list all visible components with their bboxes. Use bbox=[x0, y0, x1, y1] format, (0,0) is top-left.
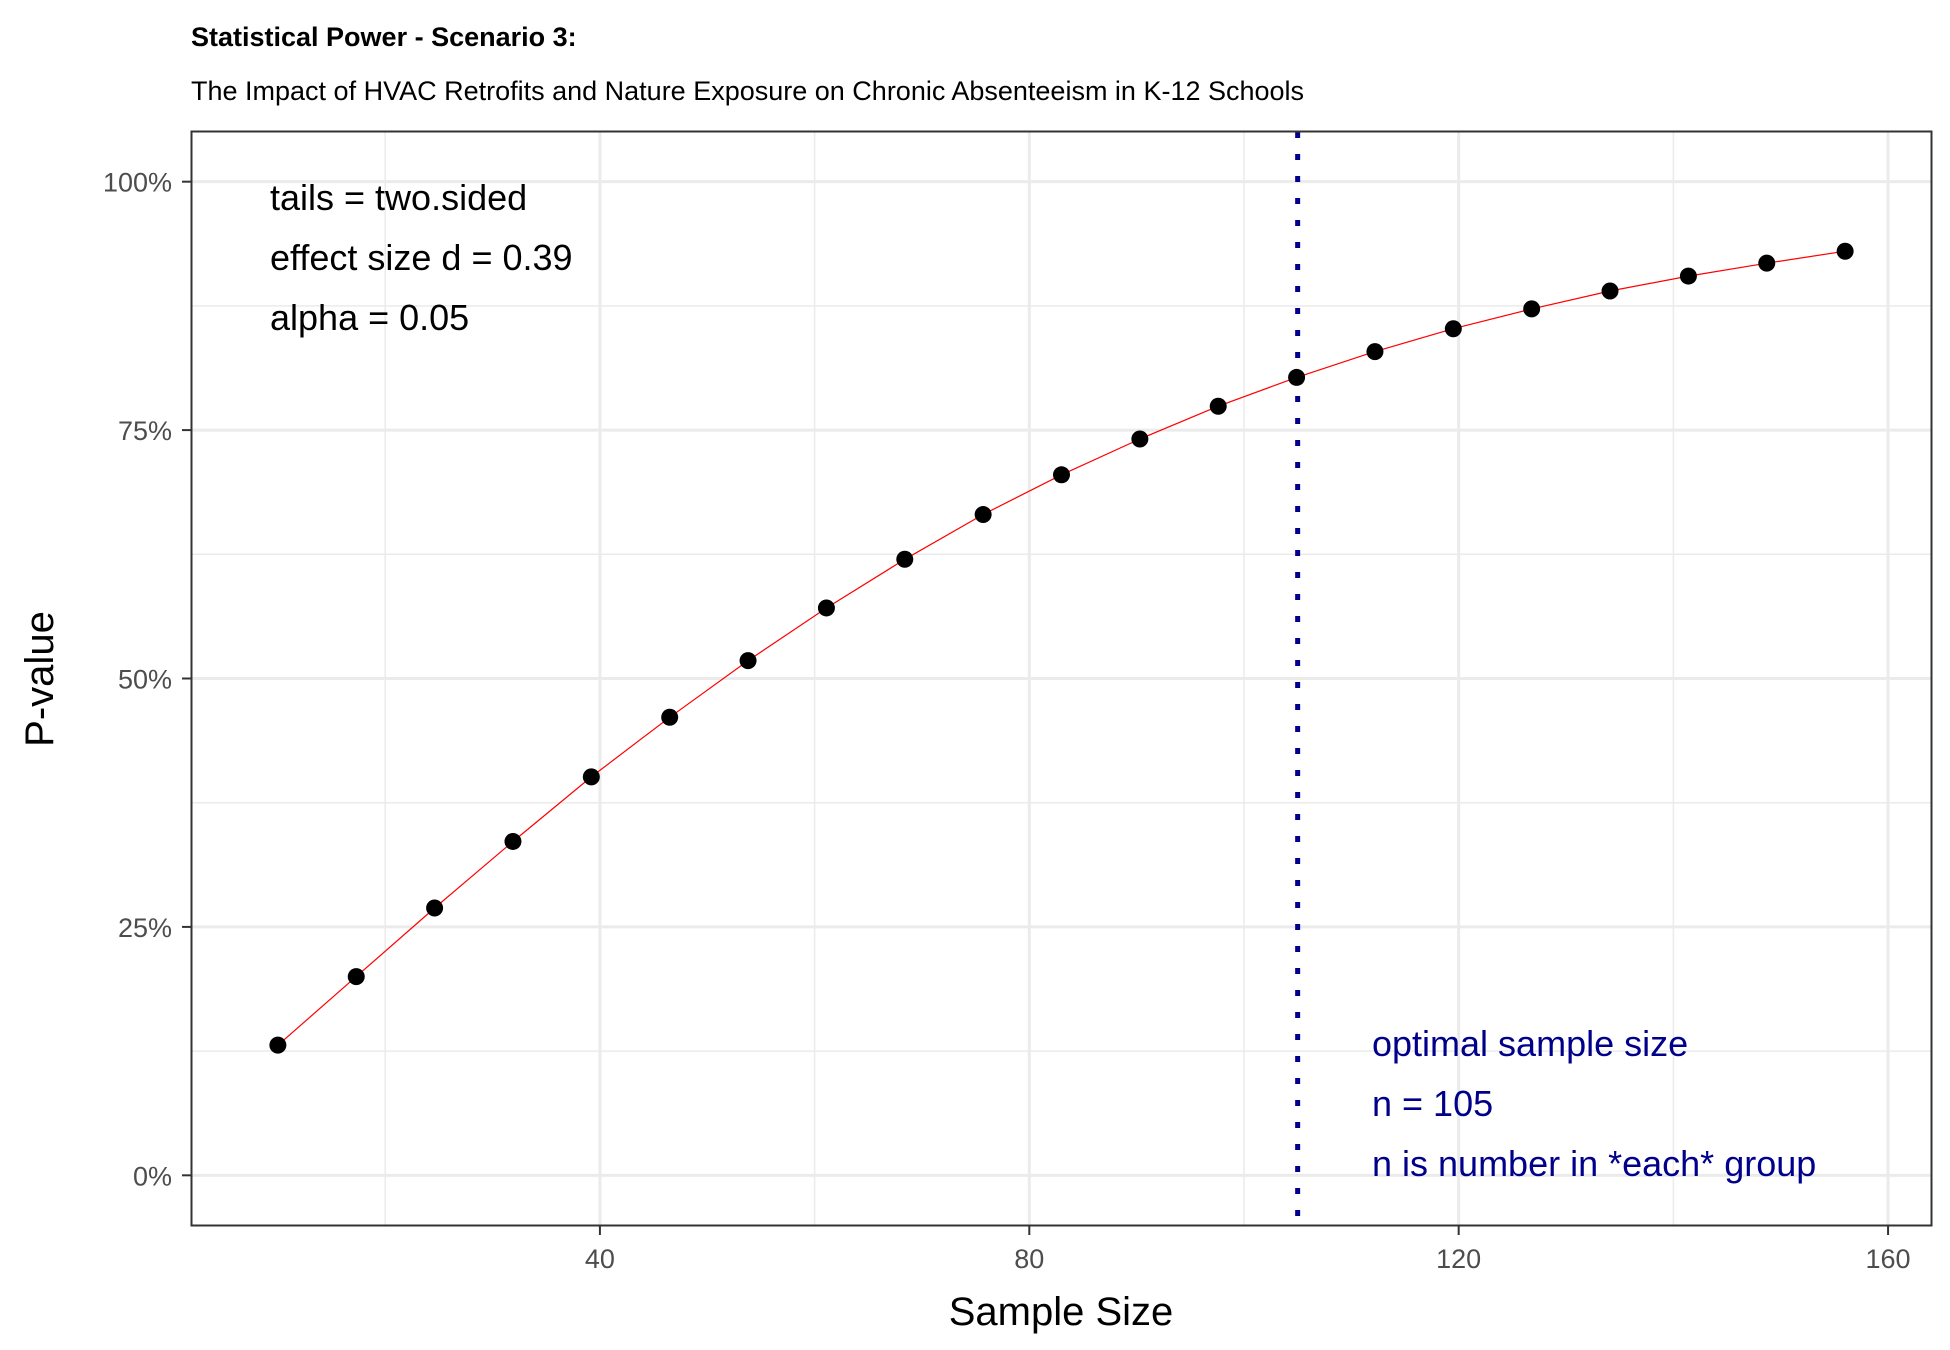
data-point bbox=[1758, 254, 1776, 272]
annotation-each-group: n is number in *each* group bbox=[1372, 1143, 1816, 1184]
data-point bbox=[269, 1036, 287, 1054]
annotation-n-value: n = 105 bbox=[1372, 1083, 1493, 1124]
data-point bbox=[1836, 242, 1854, 260]
y-axis-title: P-value bbox=[18, 611, 62, 747]
annotation-effect-size: effect size d = 0.39 bbox=[270, 237, 573, 278]
data-point bbox=[426, 899, 444, 917]
data-point bbox=[1288, 368, 1306, 386]
data-point bbox=[582, 768, 600, 786]
data-point bbox=[1053, 466, 1070, 484]
y-tick-label: 0% bbox=[133, 1161, 172, 1191]
data-point bbox=[347, 968, 365, 986]
data-point bbox=[817, 599, 835, 617]
data-point bbox=[1209, 397, 1227, 415]
y-axis-ticks: 0% 25% 50% 75% 100% bbox=[103, 168, 192, 1191]
y-tick-label: 100% bbox=[103, 168, 172, 198]
data-point bbox=[739, 652, 757, 670]
data-point bbox=[974, 506, 992, 524]
data-point bbox=[1366, 343, 1384, 361]
x-tick-label: 80 bbox=[1014, 1244, 1044, 1274]
x-tick-label: 40 bbox=[585, 1244, 615, 1274]
chart-subtitle: The Impact of HVAC Retrofits and Nature … bbox=[191, 76, 1304, 106]
data-point bbox=[1601, 282, 1619, 300]
data-point bbox=[1679, 267, 1697, 285]
x-tick-label: 160 bbox=[1866, 1244, 1911, 1274]
x-tick-label: 120 bbox=[1436, 1244, 1481, 1274]
annotation-alpha: alpha = 0.05 bbox=[270, 297, 469, 338]
x-axis-title: Sample Size bbox=[949, 1290, 1174, 1334]
y-tick-label: 50% bbox=[118, 665, 172, 695]
data-points bbox=[269, 242, 1854, 1054]
annotation-tails: tails = two.sided bbox=[270, 177, 527, 218]
grid-lines bbox=[192, 132, 1931, 1225]
annotation-optimal-sample-size: optimal sample size bbox=[1372, 1023, 1688, 1064]
y-tick-label: 25% bbox=[118, 913, 172, 943]
x-axis-ticks: 40 80 120 160 bbox=[585, 1225, 1911, 1274]
y-tick-label: 75% bbox=[118, 416, 172, 446]
data-point bbox=[1131, 430, 1149, 448]
data-point bbox=[1444, 320, 1462, 338]
data-point bbox=[504, 832, 522, 850]
data-point bbox=[1523, 300, 1541, 318]
chart-title: Statistical Power - Scenario 3: bbox=[191, 22, 577, 52]
data-point bbox=[896, 550, 914, 568]
data-point bbox=[661, 708, 679, 726]
